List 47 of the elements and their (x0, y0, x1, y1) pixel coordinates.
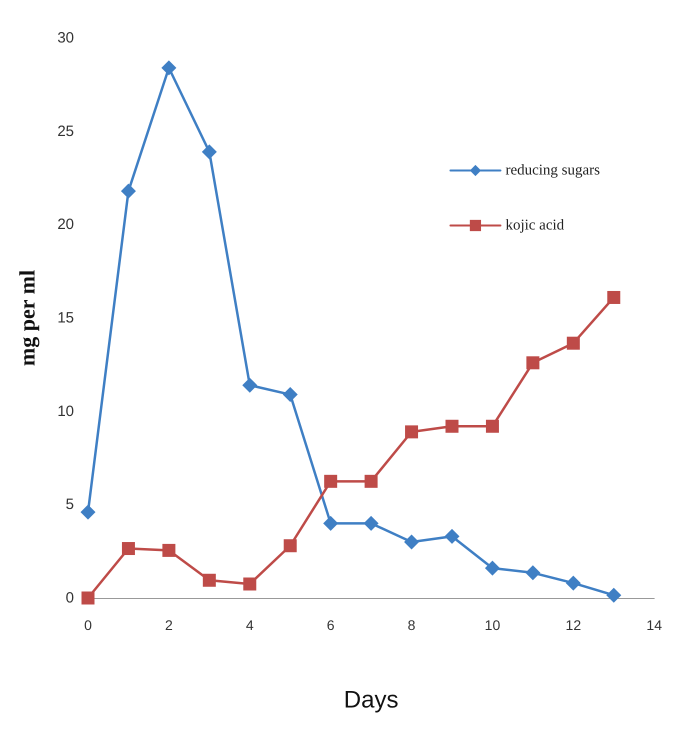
point (120, 184, 136, 199)
x-tick-label: 6 (326, 617, 335, 633)
point (202, 574, 216, 587)
point (364, 474, 378, 488)
point (444, 528, 460, 544)
y-tick-label: 25 (57, 122, 74, 140)
point (242, 378, 258, 393)
point (80, 504, 96, 520)
point (282, 387, 298, 402)
point (202, 144, 217, 160)
point (405, 425, 418, 438)
y-tick-label: 15 (57, 310, 74, 326)
point (525, 565, 540, 580)
point (606, 588, 622, 603)
y-tick-label: 30 (57, 30, 74, 46)
point (364, 516, 379, 531)
point (486, 420, 499, 433)
point (607, 290, 620, 304)
y-tick-label: 20 (57, 216, 74, 234)
x-tick-label: 12 (566, 617, 582, 633)
point (122, 542, 135, 556)
x-tick-label: 0 (84, 617, 92, 633)
point (566, 576, 581, 591)
point (484, 560, 500, 576)
y-tick-label: 0 (66, 590, 74, 606)
point (243, 578, 256, 590)
point (82, 592, 94, 604)
point (526, 356, 540, 370)
y-tick-label: 10 (57, 402, 74, 420)
point (161, 60, 176, 76)
x-tick-label: 2 (164, 617, 173, 633)
point (324, 474, 338, 488)
x-tick-label: 8 (408, 617, 416, 633)
x-tick-label: 4 (246, 617, 254, 633)
x-tick-label: 10 (484, 617, 500, 633)
legend-label: reducing sugars (505, 162, 600, 178)
y-tick-label: 5 (66, 496, 74, 514)
y-axis-title: mg per ml (14, 270, 40, 366)
point (404, 534, 420, 550)
point (323, 516, 338, 531)
legend-label: kojic acid (505, 218, 565, 234)
point (162, 544, 176, 557)
point (566, 336, 580, 350)
x-tick-label: 14 (646, 617, 662, 633)
point (445, 420, 458, 433)
point (284, 539, 297, 552)
x-axis-title: Days (344, 686, 398, 714)
